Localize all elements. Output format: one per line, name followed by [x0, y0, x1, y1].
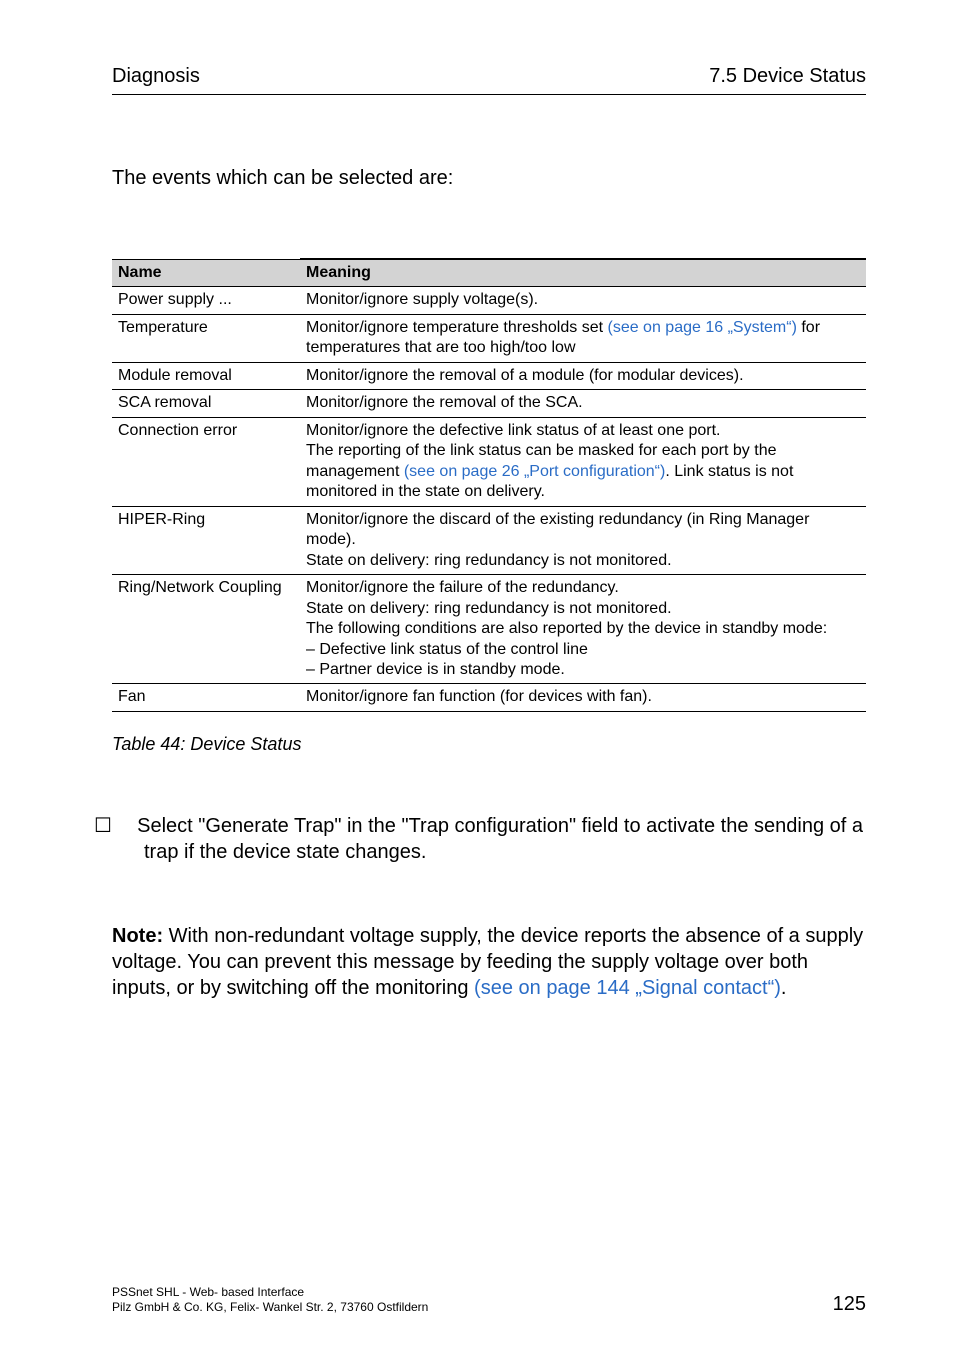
footer: PSSnet SHL - Web- based Interface Pilz G…	[112, 1285, 866, 1316]
footer-left: PSSnet SHL - Web- based Interface Pilz G…	[112, 1285, 428, 1316]
col-name: Name	[112, 259, 300, 287]
col-meaning: Meaning	[300, 259, 866, 287]
cell-meaning: Monitor/ignore fan function (for devices…	[300, 684, 866, 711]
cell-meaning: Monitor/ignore the removal of the SCA.	[300, 390, 866, 417]
cell-meaning: Monitor/ignore temperature thresholds se…	[300, 314, 866, 362]
table-row: Module removal Monitor/ignore the removal…	[112, 362, 866, 389]
note-block: Note: With non-redundant voltage supply,…	[112, 923, 866, 1001]
cross-reference-link[interactable]: (see on page 26 „Port configuration“)	[404, 463, 665, 480]
table-caption: Table 44: Device Status	[112, 734, 866, 755]
table-header-row: Name Meaning	[112, 259, 866, 287]
cell-text: Monitor/ignore fan function (for devices…	[306, 688, 652, 705]
table-row: Connection error Monitor/ignore the defec…	[112, 417, 866, 506]
header-rule	[112, 94, 866, 95]
checklist-item: ☐ Select "Generate Trap" in the "Trap co…	[112, 813, 866, 865]
cell-text: Monitor/ignore supply voltage(s).	[306, 291, 538, 308]
cell-meaning: Monitor/ignore the discard of the existi…	[300, 506, 866, 574]
note-link[interactable]: (see on page 144 „Signal contact“)	[474, 977, 781, 999]
cell-text: State on delivery: ring redundancy is no…	[306, 600, 672, 617]
cell-text: State on delivery: ring redundancy is no…	[306, 552, 672, 569]
cell-name: Ring/Network Coupling	[112, 575, 300, 684]
page: Diagnosis 7.5 Device Status The events w…	[0, 0, 954, 1354]
table-row: SCA removal Monitor/ignore the removal of…	[112, 390, 866, 417]
cell-name: SCA removal	[112, 390, 300, 417]
cell-name: Connection error	[112, 417, 300, 506]
cell-text: Monitor/ignore temperature thresholds se…	[306, 319, 607, 336]
cell-name: Fan	[112, 684, 300, 711]
table-body: Power supply ... Monitor/ignore supply vo…	[112, 287, 866, 711]
cell-name: Temperature	[112, 314, 300, 362]
checklist-text: Select "Generate Trap" in the "Trap conf…	[137, 815, 863, 863]
cell-text: – Partner device is in standby mode.	[306, 661, 565, 678]
cell-text: Monitor/ignore the failure of the redund…	[306, 579, 619, 596]
cell-name: HIPER-Ring	[112, 506, 300, 574]
checkbox-icon: ☐	[112, 813, 126, 839]
cell-text: – Defective link status of the control l…	[306, 641, 588, 658]
cell-text: The following conditions are also report…	[306, 620, 827, 637]
cell-text: Monitor/ignore the removal of the SCA.	[306, 394, 583, 411]
cross-reference-link[interactable]: (see on page 16 „System“)	[607, 319, 796, 336]
cell-meaning: Monitor/ignore the removal of a module (…	[300, 362, 866, 389]
table-row: Ring/Network Coupling Monitor/ignore the …	[112, 575, 866, 684]
cell-meaning: Monitor/ignore the defective link status…	[300, 417, 866, 506]
cell-name: Module removal	[112, 362, 300, 389]
table-row: Temperature Monitor/ignore temperature th…	[112, 314, 866, 362]
cell-meaning: Monitor/ignore supply voltage(s).	[300, 287, 866, 314]
table-row: Fan Monitor/ignore fan function (for devi…	[112, 684, 866, 711]
table-row: HIPER-RingMonitor/ignore the discard of …	[112, 506, 866, 574]
footer-line1: PSSnet SHL - Web- based Interface	[112, 1285, 304, 1299]
table-row: Power supply ... Monitor/ignore supply vo…	[112, 287, 866, 314]
cell-text: Monitor/ignore the defective link status…	[306, 422, 720, 439]
note-tail: .	[781, 977, 787, 999]
device-status-table: Name Meaning Power supply ... Monitor/ign…	[112, 258, 866, 712]
cell-text: Monitor/ignore the removal of a module (…	[306, 367, 744, 384]
page-number: 125	[833, 1293, 866, 1316]
header-left: Diagnosis	[112, 65, 200, 88]
footer-line2: Pilz GmbH & Co. KG, Felix- Wankel Str. 2…	[112, 1300, 428, 1314]
running-header: Diagnosis 7.5 Device Status	[112, 58, 866, 88]
cell-meaning: Monitor/ignore the failure of the redund…	[300, 575, 866, 684]
cell-text: Monitor/ignore the discard of the existi…	[306, 511, 809, 548]
cell-name: Power supply ...	[112, 287, 300, 314]
note-label: Note:	[112, 925, 163, 947]
intro-text: The events which can be selected are:	[112, 167, 866, 190]
header-right: 7.5 Device Status	[709, 65, 866, 88]
